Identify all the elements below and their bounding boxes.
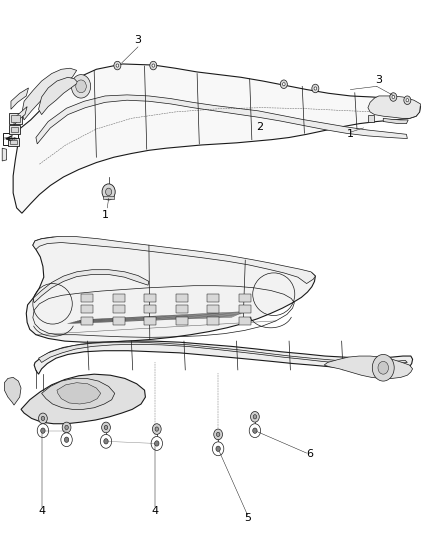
Circle shape <box>151 437 162 450</box>
Circle shape <box>314 87 317 90</box>
Circle shape <box>106 188 112 196</box>
Circle shape <box>392 95 395 99</box>
Circle shape <box>39 413 47 424</box>
Polygon shape <box>368 115 374 122</box>
Circle shape <box>253 415 257 419</box>
Bar <box>239 317 251 325</box>
Circle shape <box>76 80 86 93</box>
Circle shape <box>155 427 159 431</box>
Bar <box>207 305 219 313</box>
Polygon shape <box>36 95 407 144</box>
Circle shape <box>37 424 49 438</box>
Bar <box>9 113 22 124</box>
Circle shape <box>152 424 161 434</box>
Circle shape <box>378 361 389 374</box>
Circle shape <box>212 442 224 456</box>
Circle shape <box>104 439 108 444</box>
Text: 4: 4 <box>38 506 45 515</box>
Circle shape <box>61 433 72 447</box>
Circle shape <box>65 425 68 430</box>
Bar <box>8 138 19 146</box>
Text: 2: 2 <box>256 122 263 132</box>
Text: 3: 3 <box>375 75 382 85</box>
Polygon shape <box>21 374 145 424</box>
Circle shape <box>114 61 121 70</box>
Circle shape <box>404 96 411 104</box>
Circle shape <box>104 425 108 430</box>
Circle shape <box>216 446 220 451</box>
Circle shape <box>102 184 115 200</box>
Bar <box>144 317 156 325</box>
Circle shape <box>152 64 155 67</box>
FancyBboxPatch shape <box>3 133 18 145</box>
Text: 3: 3 <box>134 35 141 45</box>
Bar <box>207 294 219 302</box>
Text: 1: 1 <box>102 210 109 220</box>
Circle shape <box>102 422 110 433</box>
Circle shape <box>71 75 91 98</box>
Bar <box>9 125 20 134</box>
Bar <box>10 140 17 144</box>
Circle shape <box>41 428 45 433</box>
Circle shape <box>41 416 45 421</box>
Circle shape <box>155 441 159 446</box>
Circle shape <box>214 429 223 440</box>
Polygon shape <box>368 96 420 118</box>
Circle shape <box>283 83 285 86</box>
Text: 4: 4 <box>152 506 159 515</box>
Bar <box>11 127 18 132</box>
Circle shape <box>116 64 119 67</box>
Circle shape <box>249 424 261 438</box>
Circle shape <box>62 422 71 433</box>
Bar <box>176 294 188 302</box>
Circle shape <box>312 84 319 93</box>
Polygon shape <box>39 77 78 115</box>
Text: FRONT: FRONT <box>3 137 17 141</box>
Polygon shape <box>33 237 315 284</box>
Circle shape <box>390 93 397 101</box>
Bar <box>81 317 93 325</box>
Circle shape <box>251 411 259 422</box>
Polygon shape <box>26 237 315 342</box>
Bar <box>239 305 251 313</box>
Bar <box>113 305 125 313</box>
Circle shape <box>150 61 157 70</box>
Bar <box>176 305 188 313</box>
Circle shape <box>216 432 220 437</box>
Circle shape <box>64 437 69 442</box>
Bar <box>113 317 125 325</box>
Polygon shape <box>13 64 420 213</box>
Circle shape <box>100 434 112 448</box>
Circle shape <box>253 428 257 433</box>
Circle shape <box>280 80 287 88</box>
Polygon shape <box>324 356 413 378</box>
Polygon shape <box>42 378 115 409</box>
Bar <box>11 115 20 122</box>
Polygon shape <box>22 68 77 120</box>
Bar <box>81 294 93 302</box>
Polygon shape <box>39 342 407 365</box>
Polygon shape <box>33 270 149 303</box>
Bar <box>144 294 156 302</box>
Bar <box>207 317 219 325</box>
Bar <box>113 294 125 302</box>
Circle shape <box>406 99 409 102</box>
Polygon shape <box>103 196 114 199</box>
Bar <box>144 305 156 313</box>
Polygon shape <box>383 118 408 124</box>
Text: 1: 1 <box>347 130 354 139</box>
Polygon shape <box>14 107 27 125</box>
Bar <box>81 305 93 313</box>
Circle shape <box>372 354 394 381</box>
Bar <box>176 317 188 325</box>
Polygon shape <box>4 377 21 405</box>
Polygon shape <box>57 383 101 404</box>
Polygon shape <box>2 148 7 161</box>
Bar <box>239 294 251 302</box>
Polygon shape <box>11 88 28 109</box>
Text: 5: 5 <box>244 513 251 523</box>
Polygon shape <box>34 341 413 374</box>
Text: 6: 6 <box>307 449 314 459</box>
